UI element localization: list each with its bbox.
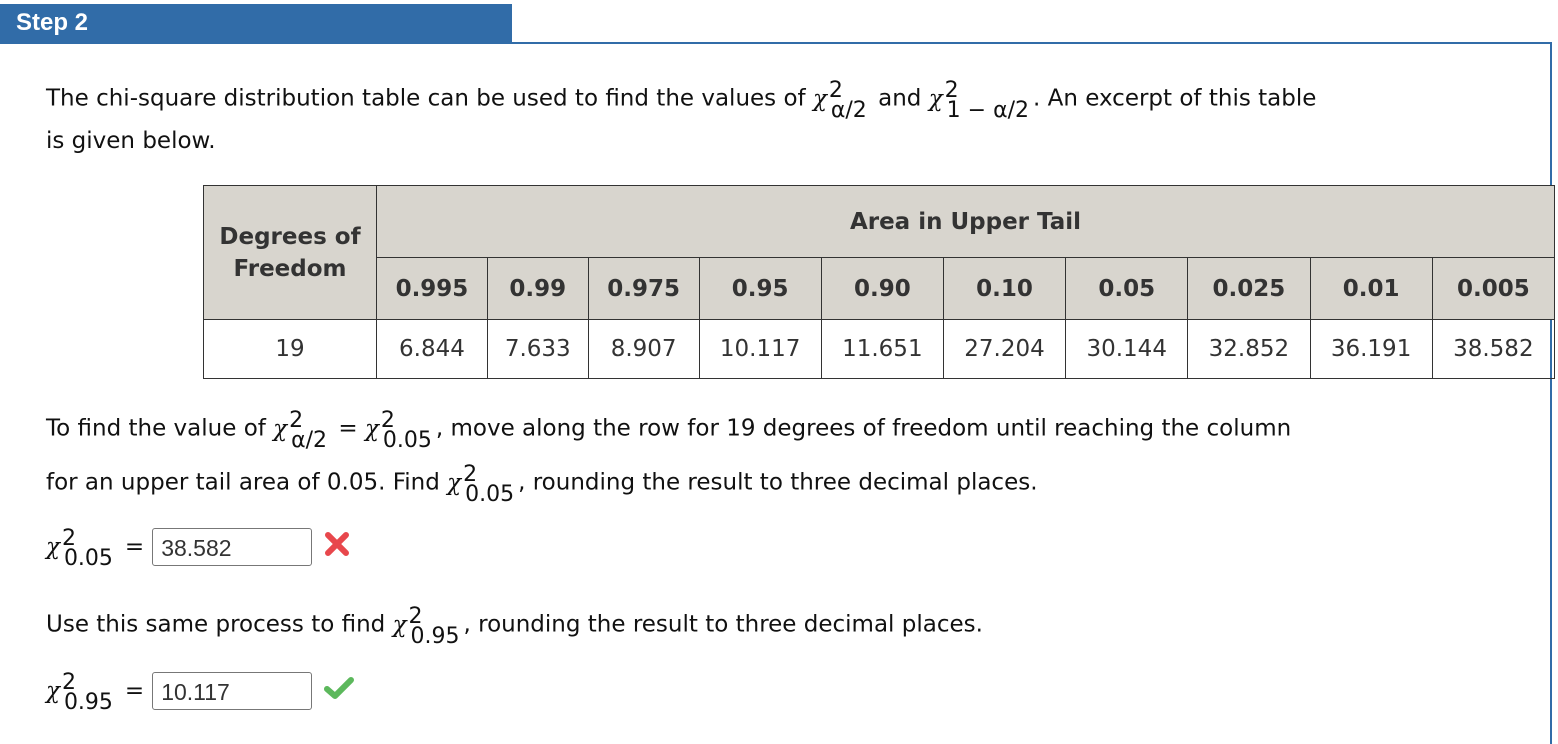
chi-symbol: χ: [273, 415, 288, 442]
area-header: Area in Upper Tail: [376, 185, 1555, 258]
chi-symbol: χ: [46, 677, 60, 704]
subscript: 1 − α/2: [946, 98, 1029, 123]
value-cell: 38.582: [1431, 319, 1556, 379]
chi-symbol: χ: [447, 469, 462, 496]
para3: Use this same process to find χ 2 0.95, ro…: [46, 604, 983, 649]
subscript: 0.05: [382, 428, 432, 453]
value-cell: 8.907: [587, 319, 700, 379]
column-header: 0.005: [1431, 257, 1556, 320]
value-cell: 7.633: [486, 319, 589, 379]
value-cell: 36.191: [1309, 319, 1433, 379]
equals: =: [124, 533, 145, 560]
superscript: 2: [61, 526, 76, 551]
chi-square-table: Degrees of Freedom Area in Upper Tail 0.…: [203, 185, 1556, 379]
para2-line-1: To find the value of χ 2 α/2 = χ 2 0.05, mov…: [46, 408, 1292, 453]
chi-symbol: χ: [928, 85, 943, 112]
value-cell: 6.844: [376, 319, 488, 379]
value-cell: 32.852: [1187, 319, 1311, 379]
column-header: 0.025: [1187, 257, 1311, 320]
superscript: 2: [408, 604, 423, 629]
chi-0-05-input[interactable]: 38.582: [152, 528, 313, 566]
column-header: 0.01: [1309, 257, 1433, 320]
value-cell: 10.117: [698, 319, 822, 379]
para-text: To find the value of: [46, 415, 266, 442]
subscript: 0.95: [63, 690, 113, 715]
chi-symbol: χ: [364, 415, 379, 442]
column-header: 0.90: [820, 257, 944, 320]
superscript: 2: [944, 78, 959, 103]
step-panel: [0, 42, 1552, 744]
value-cell: 30.144: [1065, 319, 1189, 379]
answer-1-row: χ 2 0.05 = 38.582: [46, 526, 350, 571]
para-text: , move along the row for 19 degrees of f…: [435, 415, 1292, 442]
intro-line-2: is given below.: [46, 128, 216, 154]
para-text: , rounding the result to three decimal p…: [518, 469, 1038, 496]
subscript: 0.05: [465, 482, 515, 507]
superscript: 2: [61, 670, 76, 695]
answer-2-row: χ 2 0.95 = 10.117: [46, 670, 355, 715]
intro-text-2: . An excerpt of this table: [1032, 85, 1317, 112]
df-cell: 19: [203, 319, 377, 379]
para-text: Use this same process to find: [46, 611, 386, 638]
column-header: 0.975: [587, 257, 700, 320]
check-mark-icon: [324, 676, 355, 706]
superscript: 2: [828, 78, 843, 103]
equals: =: [338, 415, 358, 442]
column-header: 0.995: [376, 257, 488, 320]
superscript: 2: [289, 408, 304, 433]
column-header: 0.10: [942, 257, 1067, 320]
column-header: 0.99: [486, 257, 589, 320]
superscript: 2: [380, 408, 395, 433]
chi-symbol: χ: [392, 611, 407, 638]
intro-line-1: The chi-square distribution table can be…: [46, 78, 1317, 123]
intro-text: The chi-square distribution table can be…: [46, 85, 806, 112]
superscript: 2: [463, 462, 478, 487]
value-cell: 27.204: [942, 319, 1067, 379]
column-header: 0.05: [1065, 257, 1189, 320]
chi-0-95-input[interactable]: 10.117: [152, 672, 313, 710]
value-cell: 11.651: [820, 319, 944, 379]
chi-symbol: χ: [812, 85, 827, 112]
subscript: 0.05: [63, 546, 113, 571]
chi-symbol: χ: [46, 533, 60, 560]
subscript: 0.95: [410, 624, 460, 649]
equals: =: [124, 677, 145, 704]
step-header: Step 2: [0, 4, 512, 42]
x-mark-icon: [324, 531, 350, 563]
para-text: for an upper tail area of 0.05. Find: [46, 469, 440, 496]
subscript: α/2: [291, 428, 328, 453]
para-text: , rounding the result to three decimal p…: [463, 611, 983, 638]
subscript: α/2: [830, 98, 867, 123]
df-header: Degrees of Freedom: [203, 185, 377, 320]
column-header: 0.95: [698, 257, 822, 320]
intro-and: and: [878, 85, 922, 112]
